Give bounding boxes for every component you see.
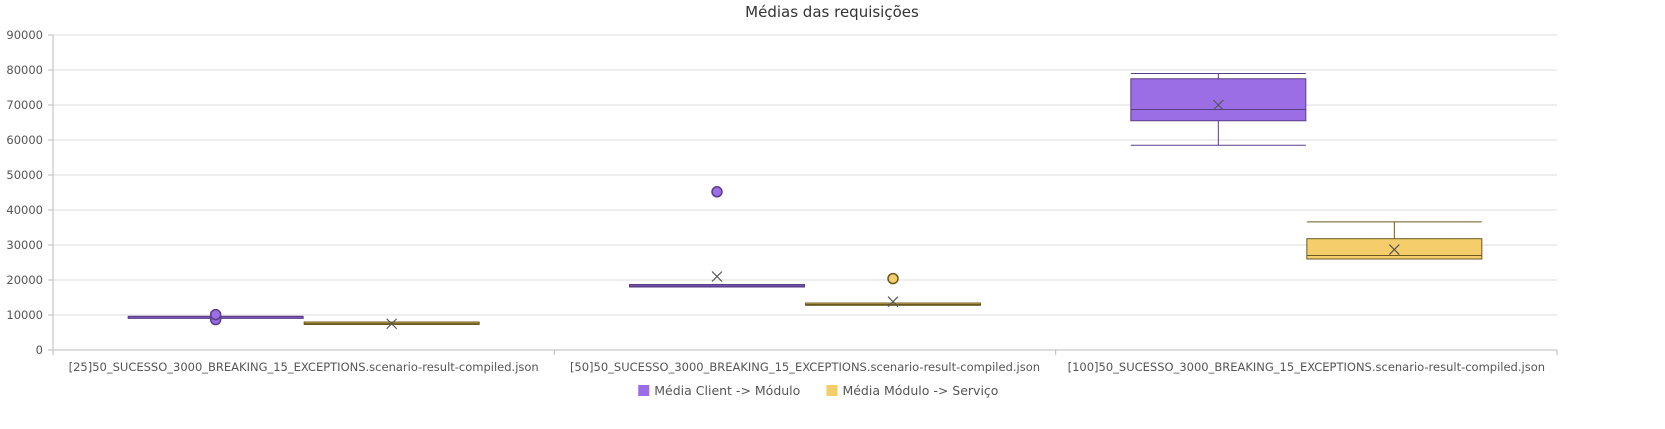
y-tick-label: 80000	[6, 63, 43, 77]
box-client-modulo[interactable]	[127, 308, 304, 326]
axes	[48, 34, 1558, 355]
mean-marker	[711, 271, 723, 282]
y-tick-label: 70000	[6, 98, 43, 112]
y-axis-ticks: 0 10000 20000 30000 40000 50000 60000 70000 8000…	[6, 28, 43, 357]
legend-swatch	[826, 385, 838, 396]
legend-item[interactable]: Média Client -> Módulo	[638, 383, 800, 398]
box-modulo-servico[interactable]	[805, 272, 981, 308]
y-tick-label: 90000	[6, 28, 43, 42]
legend-swatch	[638, 385, 650, 396]
y-tick-label: 30000	[6, 238, 43, 252]
y-tick-label: 20000	[6, 273, 43, 287]
y-tick-label: 50000	[6, 168, 43, 182]
legend-label: Média Módulo -> Serviço	[842, 383, 998, 398]
box-modulo-servico[interactable]	[303, 318, 480, 330]
box-modulo-servico[interactable]	[1306, 221, 1483, 260]
mean-marker	[1388, 244, 1400, 255]
mean-marker	[1212, 99, 1224, 111]
x-category-label: [100]50_SUCESSO_3000_BREAKING_15_EXCEPTI…	[1068, 360, 1545, 374]
outlier-point	[711, 186, 723, 198]
legend[interactable]: Média Client -> Módulo Média Módulo -> Se…	[638, 383, 998, 398]
mean-marker	[887, 296, 899, 308]
y-tick-label: 10000	[6, 308, 43, 322]
y-tick-label: 60000	[6, 133, 43, 147]
mean-marker	[386, 318, 398, 330]
legend-item[interactable]: Média Módulo -> Serviço	[826, 383, 998, 398]
y-tick-label: 0	[36, 343, 43, 357]
box-client-modulo[interactable]	[629, 186, 805, 288]
box-client-modulo[interactable]	[1130, 73, 1307, 146]
x-category-label: [25]50_SUCESSO_3000_BREAKING_15_EXCEPTIO…	[69, 360, 539, 374]
outlier-point	[887, 272, 899, 285]
box-series	[127, 73, 1483, 330]
legend-label: Média Client -> Módulo	[654, 383, 800, 398]
chart-title: Médias das requisições	[745, 3, 919, 21]
gridlines	[53, 34, 1557, 316]
outlier-point	[209, 308, 222, 321]
y-tick-label: 40000	[6, 203, 43, 217]
x-axis-categories: [25]50_SUCESSO_3000_BREAKING_15_EXCEPTIO…	[69, 360, 1545, 374]
box-iqr	[1130, 78, 1307, 122]
x-category-label: [50]50_SUCESSO_3000_BREAKING_15_EXCEPTIO…	[570, 360, 1040, 374]
